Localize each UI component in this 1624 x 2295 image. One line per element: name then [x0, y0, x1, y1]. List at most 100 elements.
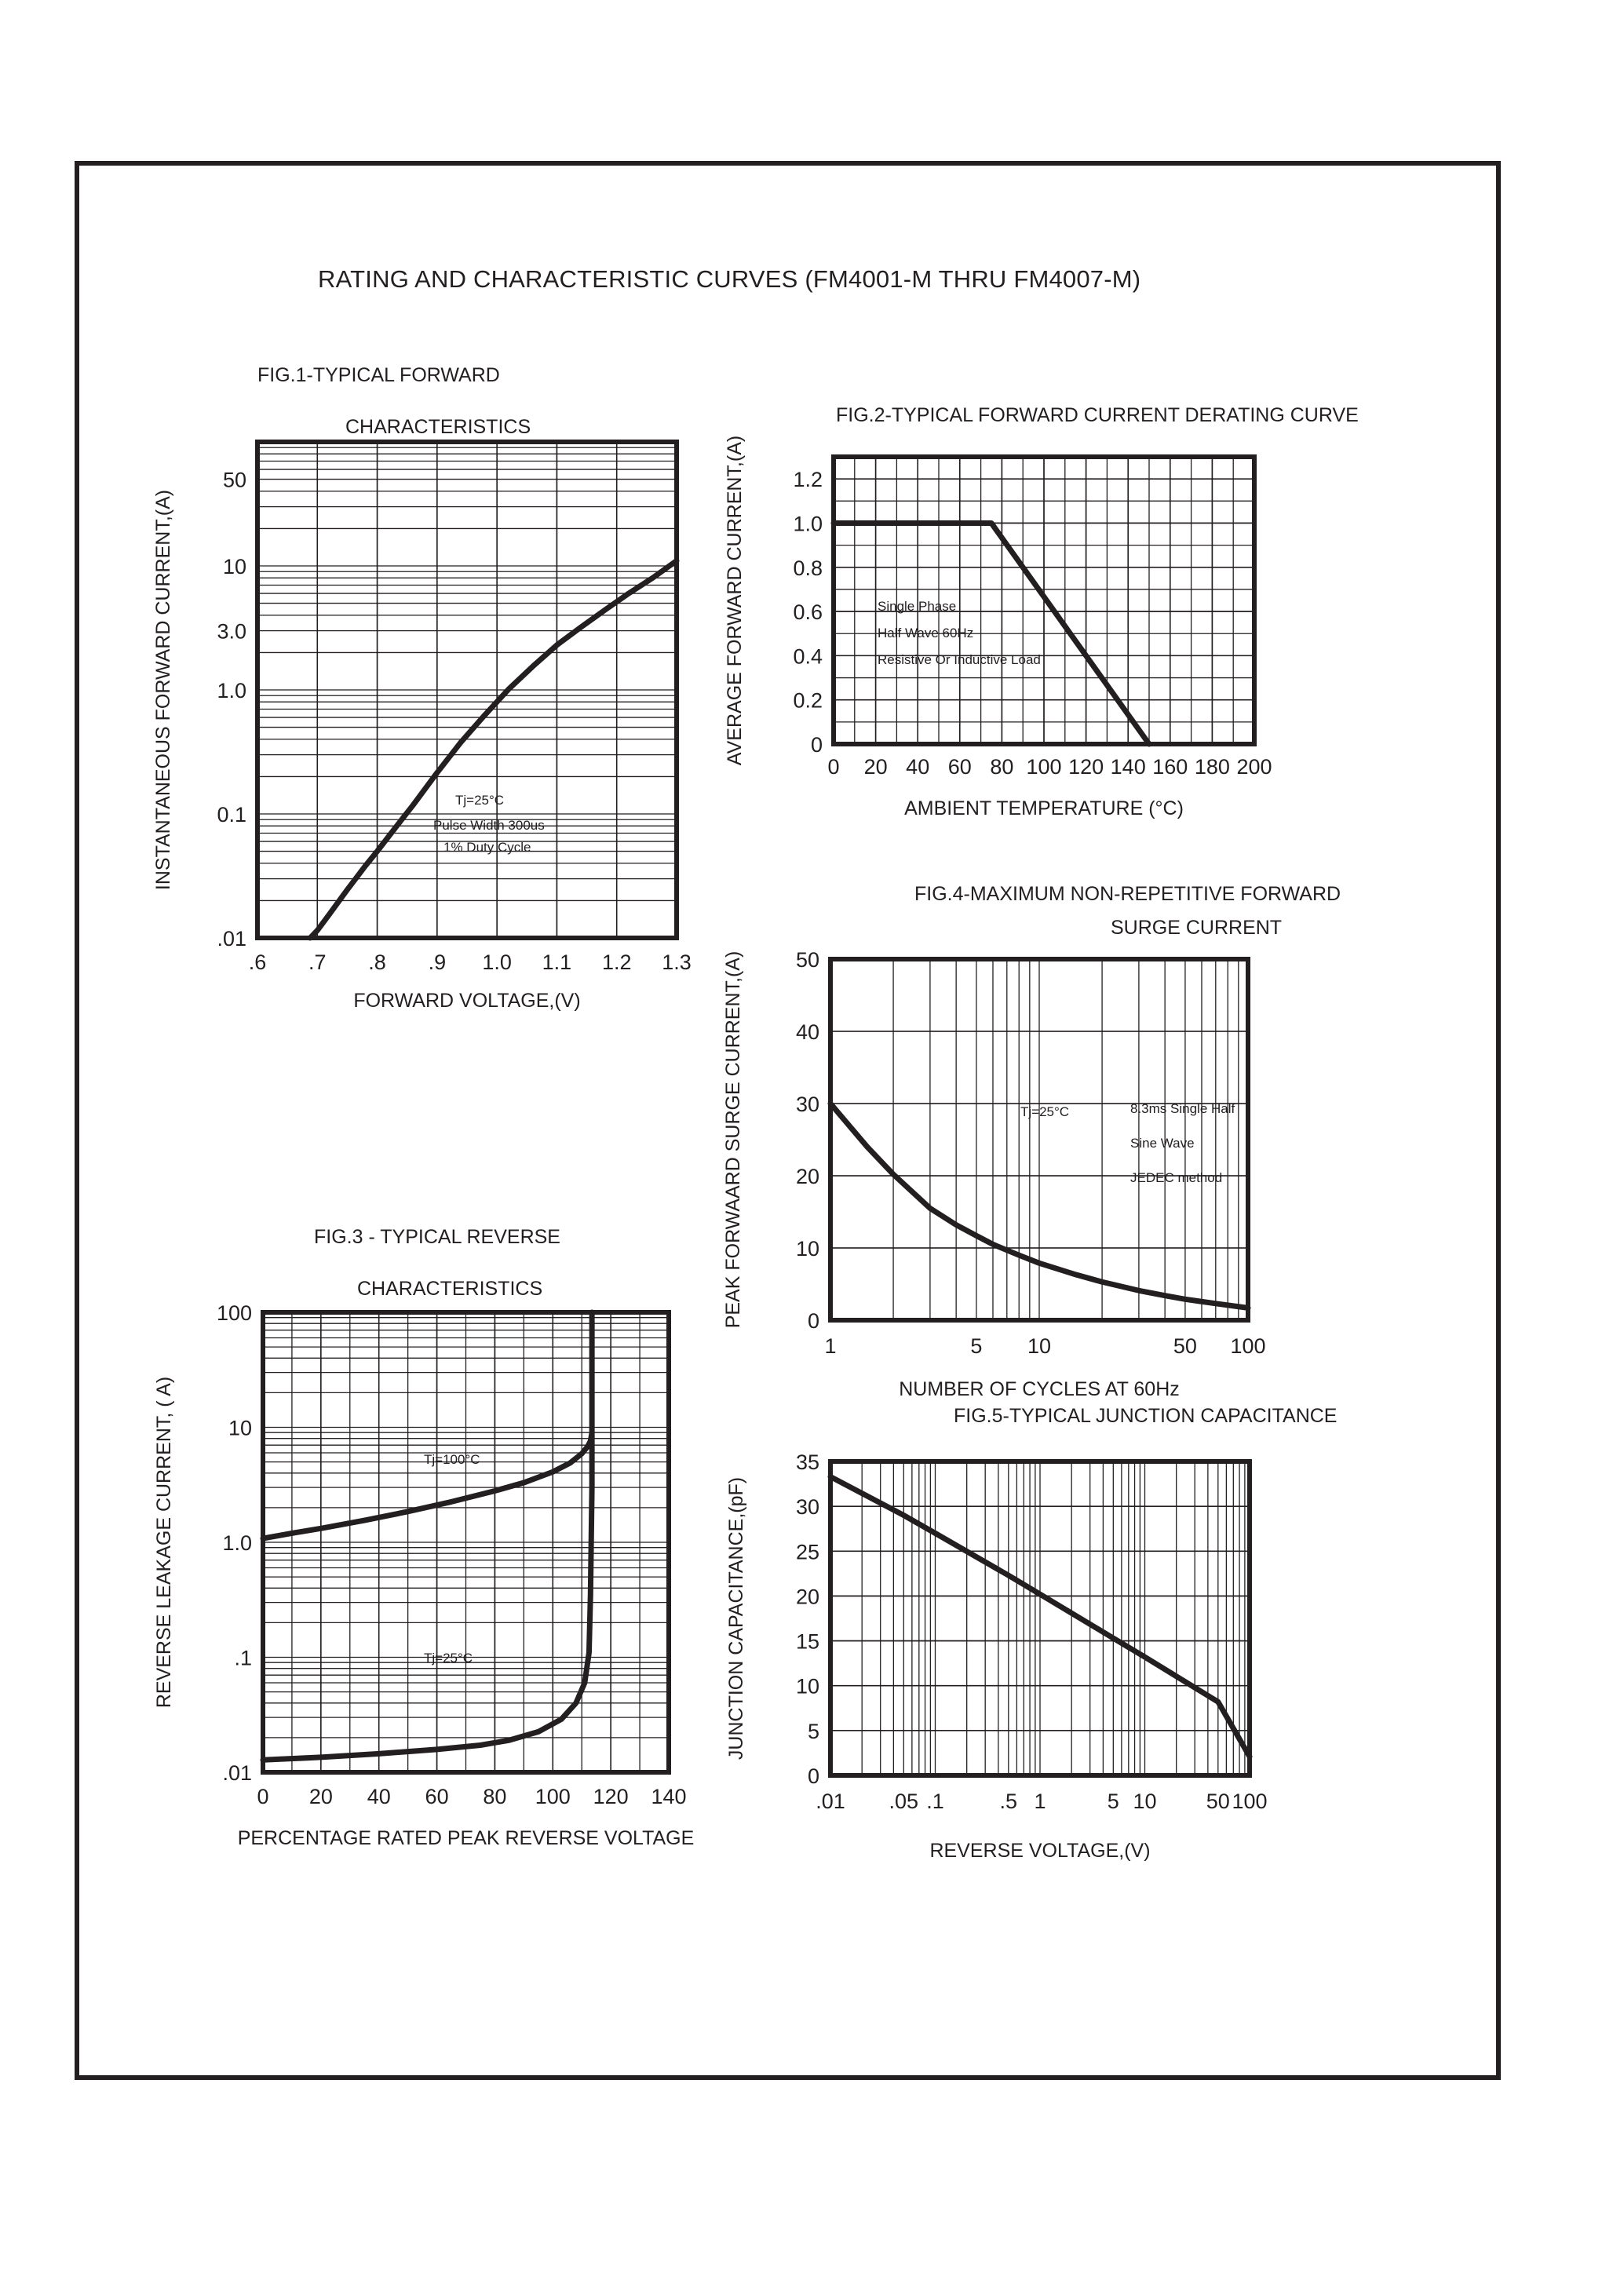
- chart-fig4-surge-current: 1 5 10 50 100 0 10 20 30 40 50 NUMBER OF CYCLES AT …: [706, 942, 1272, 1413]
- fig5-xaxis-label: REVERSE VOLTAGE,(V): [929, 1840, 1150, 1862]
- fig3-ytick-2: 1.0: [222, 1531, 252, 1555]
- fig3-xaxis-label: PERCENTAGE RATED PEAK REVERSE VOLTAGE: [238, 1827, 695, 1849]
- fig4-title-line2: SURGE CURRENT: [1111, 917, 1283, 939]
- fig1-series-group: [307, 557, 680, 941]
- page-border: [75, 161, 1501, 2080]
- fig2-xtick-10: 200: [1236, 755, 1272, 779]
- fig4-ytick-2: 20: [796, 1165, 819, 1188]
- fig5-ytick-4: 20: [796, 1585, 819, 1608]
- fig1-xtick-7: 1.3: [662, 950, 692, 974]
- fig4-tick-labels: 1 5 10 50 100 0 10 20 30 40 50: [796, 948, 1266, 1358]
- fig4-ytick-4: 40: [796, 1020, 819, 1044]
- fig2-gridlines: [834, 457, 1254, 744]
- fig3-title-line2: CHARACTERISTICS: [357, 1278, 543, 1300]
- fig2-xtick-8: 160: [1152, 755, 1188, 779]
- fig5-xtick-3: .5: [1000, 1790, 1018, 1813]
- fig1-xtick-3: .9: [429, 950, 447, 974]
- fig1-ytick-1: 0.1: [217, 803, 246, 826]
- fig3-curve-0: [260, 1429, 595, 1542]
- fig2-ytick-4: 0.8: [793, 556, 823, 580]
- fig3-xtick-5: 100: [535, 1785, 571, 1808]
- fig4-plot-frame: [828, 957, 1250, 1323]
- fig5-xtick-8: 100: [1232, 1790, 1267, 1813]
- fig1-svg: .6 .7 .8 .9 1.0 1.1 1.2 1.3 .01 0.1 1.0 3.0 10 50 FORW…: [152, 440, 692, 1012]
- fig1-gridlines: [257, 442, 677, 938]
- fig2-xtick-6: 120: [1068, 755, 1104, 779]
- fig2-xtick-9: 180: [1195, 755, 1230, 779]
- fig4-annotation-0: Tj=25°C: [1020, 1104, 1069, 1119]
- fig5-xtick-7: 50: [1206, 1790, 1230, 1813]
- fig3-gridlines: [263, 1312, 669, 1772]
- fig4-svg: 1 5 10 50 100 0 10 20 30 40 50 NUMBER OF CYCLES AT …: [722, 948, 1266, 1400]
- fig1-title-line1: FIG.1-TYPICAL FORWARD: [257, 364, 500, 386]
- fig1-xtick-2: .8: [368, 950, 386, 974]
- fig1-xtick-4: 1.0: [482, 950, 512, 974]
- fig3-xtick-0: 0: [257, 1785, 268, 1808]
- fig4-ytick-5: 50: [796, 948, 819, 972]
- chart-fig5-junction-capacitance: .01.05.1.5 1 5 10 50 100 0 5 10 15 20 25 30 35 REVERSE…: [706, 1444, 1272, 1868]
- fig2-curve-0: [830, 520, 1152, 747]
- fig3-xtick-1: 20: [309, 1785, 333, 1808]
- fig1-annotation-1: Pulse Width 300us: [433, 818, 545, 833]
- fig1-xtick-6: 1.2: [602, 950, 632, 974]
- fig2-xtick-3: 60: [948, 755, 972, 779]
- fig4-ytick-1: 10: [796, 1237, 819, 1261]
- fig1-annotation-2: 1% Duty Cycle: [443, 840, 531, 855]
- fig3-ytick-1: .1: [234, 1647, 252, 1670]
- fig2-annotation-0: Single Phase: [878, 599, 956, 614]
- fig4-yaxis-label: PEAK FORWAARD SURGE CURRENT,(A): [722, 951, 744, 1329]
- fig1-ytick-3: 3.0: [217, 620, 246, 644]
- page-title: RATING AND CHARACTERISTIC CURVES (FM4001…: [318, 265, 1141, 293]
- fig3-curve-1: [260, 1309, 595, 1763]
- fig5-ytick-5: 25: [796, 1540, 819, 1563]
- fig4-annotation-1: 8.3ms Single Half: [1130, 1101, 1235, 1116]
- fig2-ytick-3: 0.6: [793, 600, 823, 624]
- fig5-svg: .01.05.1.5 1 5 10 50 10005101520253035REVERSE…: [725, 1450, 1268, 1862]
- fig2-xtick-2: 40: [906, 755, 929, 779]
- fig2-plot-frame: [831, 454, 1257, 746]
- fig4-xtick-0: 1: [824, 1334, 836, 1358]
- fig4-title-line1: FIG.4-MAXIMUM NON-REPETITIVE FORWARD: [914, 883, 1341, 905]
- fig5-ytick-1: 5: [808, 1720, 819, 1743]
- fig1-tick-labels: .6 .7 .8 .9 1.0 1.1 1.2 1.3 .01 0.1 1.0 3.0 10 50: [217, 469, 691, 974]
- fig2-xtick-7: 140: [1111, 755, 1146, 779]
- fig1-plot-frame: [255, 440, 679, 940]
- fig3-ytick-3: 10: [228, 1417, 252, 1440]
- fig3-xtick-4: 80: [483, 1785, 506, 1808]
- fig5-plot-frame: [828, 1459, 1252, 1778]
- fig3-annotation-0: Tj=100°C: [424, 1452, 480, 1467]
- fig4-curve-0: [827, 1100, 1251, 1311]
- fig1-xtick-0: .6: [249, 950, 267, 974]
- fig1-annotation-0: Tj=25°C: [455, 793, 504, 808]
- fig3-tick-labels: 0 20 40 60 80 100 120 140 .01 .1 1.0 10 100: [217, 1301, 687, 1808]
- fig3-ytick-4: 100: [217, 1301, 252, 1325]
- fig1-xaxis-label: FORWARD VOLTAGE,(V): [353, 990, 580, 1012]
- fig3-yaxis-label: REVERSE LEAKAGE CURRENT, ( A): [153, 1377, 175, 1708]
- fig3-xtick-2: 40: [367, 1785, 391, 1808]
- fig1-ytick-0: .01: [217, 927, 246, 950]
- fig2-annotation-1: Half Wave 60Hz: [878, 626, 973, 640]
- fig4-series-group: [827, 1100, 1251, 1311]
- fig5-title: FIG.5-TYPICAL JUNCTION CAPACITANCE: [954, 1405, 1338, 1427]
- fig1-curve-0: [307, 557, 680, 941]
- fig5-ytick-0: 0: [808, 1764, 819, 1788]
- fig3-ytick-0: .01: [222, 1761, 252, 1785]
- fig4-xtick-1: 5: [970, 1334, 982, 1358]
- chart-fig2-derating-curve: 0 20 40 60 80 100 120 140 160 180 200 0 0.2 0.4 0.6 0.8…: [706, 436, 1272, 832]
- fig5-series-group: [827, 1473, 1253, 1760]
- fig5-ytick-7: 35: [796, 1450, 819, 1474]
- fig2-series-group: [830, 520, 1152, 747]
- chart-fig3-reverse-characteristics: 0 20 40 60 80 100 120 140 .01 .1 1.0 10 100 PERCENTAG…: [141, 1295, 694, 1860]
- fig4-xaxis-label: NUMBER OF CYCLES AT 60Hz: [899, 1378, 1180, 1400]
- fig4-ytick-3: 30: [796, 1093, 819, 1116]
- fig2-ytick-5: 1.0: [793, 512, 823, 535]
- fig1-ytick-2: 1.0: [217, 679, 246, 702]
- fig5-xtick-5: 5: [1108, 1790, 1119, 1813]
- fig5-yaxis-label: JUNCTION CAPACITANCE,(pF): [725, 1477, 747, 1760]
- fig5-xtick-0: .01: [816, 1790, 845, 1813]
- fig2-ytick-0: 0: [811, 733, 823, 757]
- fig5-ytick-3: 15: [796, 1630, 819, 1654]
- fig4-xtick-4: 100: [1230, 1334, 1265, 1358]
- fig3-series-group: [260, 1309, 595, 1763]
